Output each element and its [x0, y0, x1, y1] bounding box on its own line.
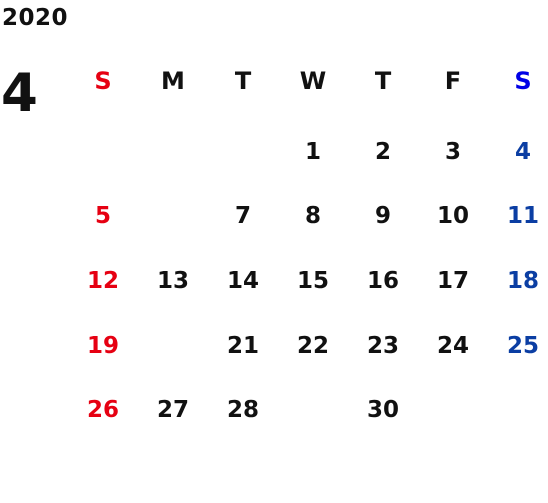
day-11[interactable]: 11	[506, 203, 539, 229]
weekday-saturday: S	[514, 67, 532, 95]
day-22[interactable]: 22	[296, 333, 329, 359]
day-28[interactable]: 28	[226, 397, 259, 423]
weekday-sunday: S	[94, 67, 112, 95]
day-26[interactable]: 26	[86, 397, 119, 423]
weekday-tuesday: T	[234, 67, 252, 95]
day-15[interactable]: 15	[296, 268, 329, 294]
day-12[interactable]: 12	[86, 268, 119, 294]
day-14[interactable]: 14	[226, 268, 259, 294]
day-5[interactable]: 5	[94, 203, 111, 229]
day-6-holiday[interactable]: 6	[138, 191, 208, 241]
day-9[interactable]: 9	[374, 203, 391, 229]
weekday-friday: F	[444, 67, 462, 95]
calendar-grid: S M T W T F S 1 2 3 4 5 6 7 8 9 10 11 12…	[66, 56, 548, 456]
day-24[interactable]: 24	[436, 333, 469, 359]
day-25[interactable]: 25	[506, 333, 539, 359]
day-7[interactable]: 7	[234, 203, 251, 229]
day-10[interactable]: 10	[436, 203, 469, 229]
day-1[interactable]: 1	[304, 139, 321, 165]
day-13[interactable]: 13	[156, 268, 189, 294]
day-27[interactable]: 27	[156, 397, 189, 423]
day-30[interactable]: 30	[366, 397, 399, 423]
day-19[interactable]: 19	[86, 333, 119, 359]
day-21[interactable]: 21	[226, 333, 259, 359]
weekday-monday: M	[161, 67, 185, 95]
day-16[interactable]: 16	[366, 268, 399, 294]
year-label: 2020	[2, 5, 69, 31]
day-3[interactable]: 3	[444, 139, 461, 165]
weekday-thursday: T	[374, 67, 392, 95]
day-17[interactable]: 17	[436, 268, 469, 294]
day-23[interactable]: 23	[366, 333, 399, 359]
day-8[interactable]: 8	[304, 203, 321, 229]
weekday-wednesday: W	[299, 67, 327, 95]
month-label: 4	[1, 63, 38, 124]
day-29-today[interactable]: 29	[278, 385, 348, 435]
day-4[interactable]: 4	[514, 139, 531, 165]
day-20-holiday[interactable]: 20	[138, 321, 208, 371]
day-18[interactable]: 18	[506, 268, 539, 294]
day-2[interactable]: 2	[374, 139, 391, 165]
